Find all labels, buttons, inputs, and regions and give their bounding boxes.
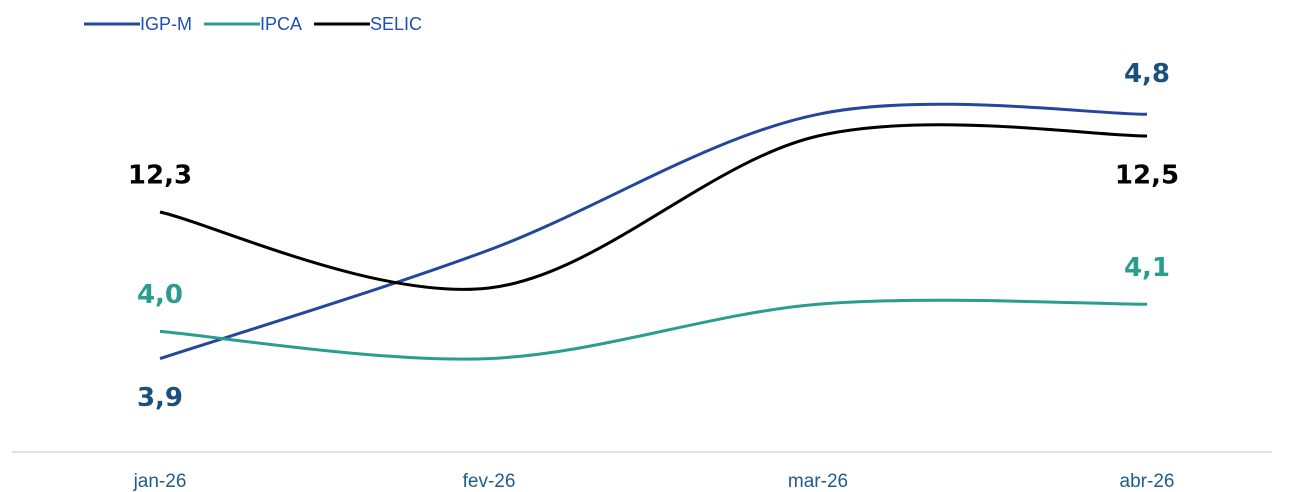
series-line <box>159 298 1148 361</box>
data-label: 4,0 <box>137 280 183 310</box>
x-tick-label: fev-26 <box>463 471 516 492</box>
legend-label: IPCA <box>260 14 302 34</box>
data-label: 4,8 <box>1124 59 1170 89</box>
legend-label: SELIC <box>370 14 422 34</box>
data-label: 3,9 <box>137 383 183 413</box>
series-line <box>159 123 1148 291</box>
x-tick-label: abr-26 <box>1120 471 1175 492</box>
data-label: 12,3 <box>128 161 192 191</box>
x-tick-label: mar-26 <box>788 471 848 492</box>
x-tick-label: jan-26 <box>133 471 187 492</box>
legend-label: IGP-M <box>140 14 192 34</box>
data-label: 4,1 <box>1124 253 1170 283</box>
series-line <box>159 102 1148 360</box>
data-label: 12,5 <box>1115 161 1179 191</box>
